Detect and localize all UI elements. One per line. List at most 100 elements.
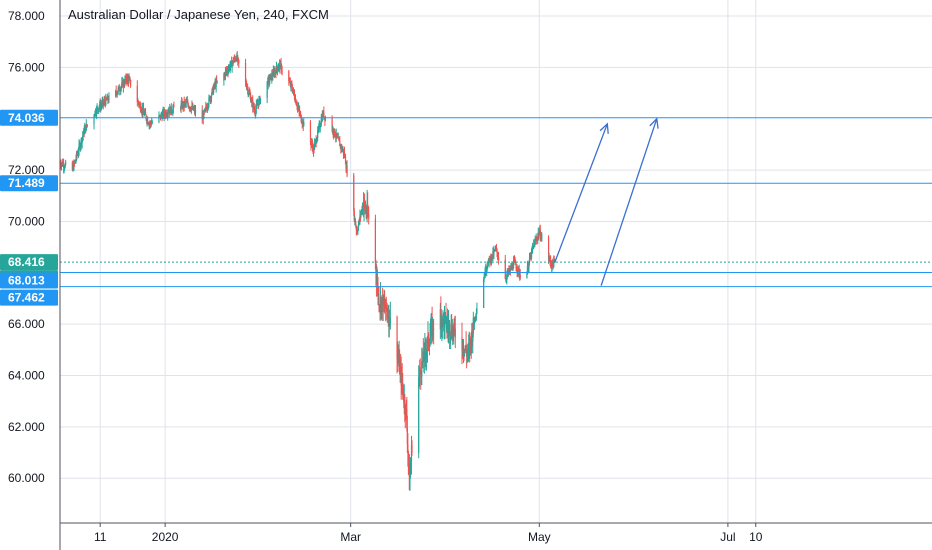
candle-body [125,76,128,81]
candle-body [288,81,290,83]
candle-body [443,315,446,327]
candle-body [407,444,409,452]
candle-body [312,147,315,152]
candle-body [517,267,519,272]
candle-body [411,445,413,453]
candle-body [100,105,102,109]
price-badge-label: 71.489 [8,176,45,190]
candle-body [320,118,322,125]
candle-body [86,124,88,126]
candle-body [278,64,280,68]
candle-body [205,106,207,108]
candle-body [117,91,119,93]
candle-body [386,308,388,311]
candle-body [374,218,377,262]
candle-body [167,112,169,114]
candle-body [139,104,141,111]
candle-body [84,127,86,134]
price-badge-label: 68.013 [8,273,45,287]
candle-body [295,104,298,106]
candle-body [208,97,210,105]
candle-body [422,351,424,361]
candle-body [140,110,142,112]
candle-body [258,99,260,106]
candle-body [253,108,255,110]
candle-body [420,376,422,378]
y-tick-label: 62.000 [8,420,45,434]
candle-body [60,163,63,167]
candle-body [193,109,195,111]
candle-body [247,88,249,95]
candle-body [396,316,398,359]
candle-body [138,102,140,106]
candle-body [250,101,252,103]
candle-body [399,355,401,374]
candle-body [255,104,257,109]
candle-body [334,129,336,136]
candle-body [445,326,448,328]
candle-body [353,210,355,221]
candle-body [238,59,240,63]
candle-body [249,94,251,96]
candle-body [318,126,320,130]
candle-body [526,271,528,279]
price-badge-bg [0,175,58,192]
candle-body [140,111,143,113]
candle-body [360,209,363,213]
candle-body [541,237,543,239]
candle-body [510,266,512,271]
candle-body [363,200,366,205]
candle-body [487,266,489,268]
candle-body [472,333,474,342]
candle-body [386,310,388,315]
candle-body [389,316,391,325]
candle-body [71,162,73,170]
candle-body [508,269,510,272]
candle-body [497,256,499,258]
projection-arrows [554,117,659,286]
candle-body [397,353,399,358]
candle-body [426,348,428,352]
candle-body [309,122,312,142]
candle-body [158,115,161,117]
candle-body [316,137,318,141]
candle-body [259,97,262,103]
candle-body [166,115,168,117]
candle-body [470,338,472,341]
candle-body [123,81,125,85]
current-price-badge-label: 68.416 [8,255,45,269]
candle-body [147,122,149,124]
candle-body [266,81,268,98]
candle-body [344,156,347,165]
candle-body [281,65,283,72]
candle-body [105,97,107,105]
candle-body [338,137,340,140]
candle-body [204,108,206,112]
candle-body [354,218,356,225]
candle-body [98,107,100,109]
candle-body [78,144,80,152]
candle-body [465,345,467,351]
candle-body [490,259,492,262]
candle-body [271,74,273,77]
candle-body [73,162,76,164]
candle-body [212,87,215,93]
candle-body [173,105,175,108]
candle-body [504,259,506,279]
candle-body [81,137,83,143]
candle-body [115,90,117,93]
candle-body [360,212,362,217]
candle-body [357,229,359,232]
candle-body [85,124,87,131]
candle-body [389,324,391,327]
candle-body [303,122,305,127]
candle-body [423,347,425,362]
candle-body [77,153,79,155]
candle-body [421,361,423,377]
candle-body [249,92,251,95]
candle-body [107,96,109,101]
candle-body [531,249,533,251]
chart-title: Australian Dollar / Japanese Yen, 240, F… [68,7,329,22]
candle-body [161,113,164,119]
